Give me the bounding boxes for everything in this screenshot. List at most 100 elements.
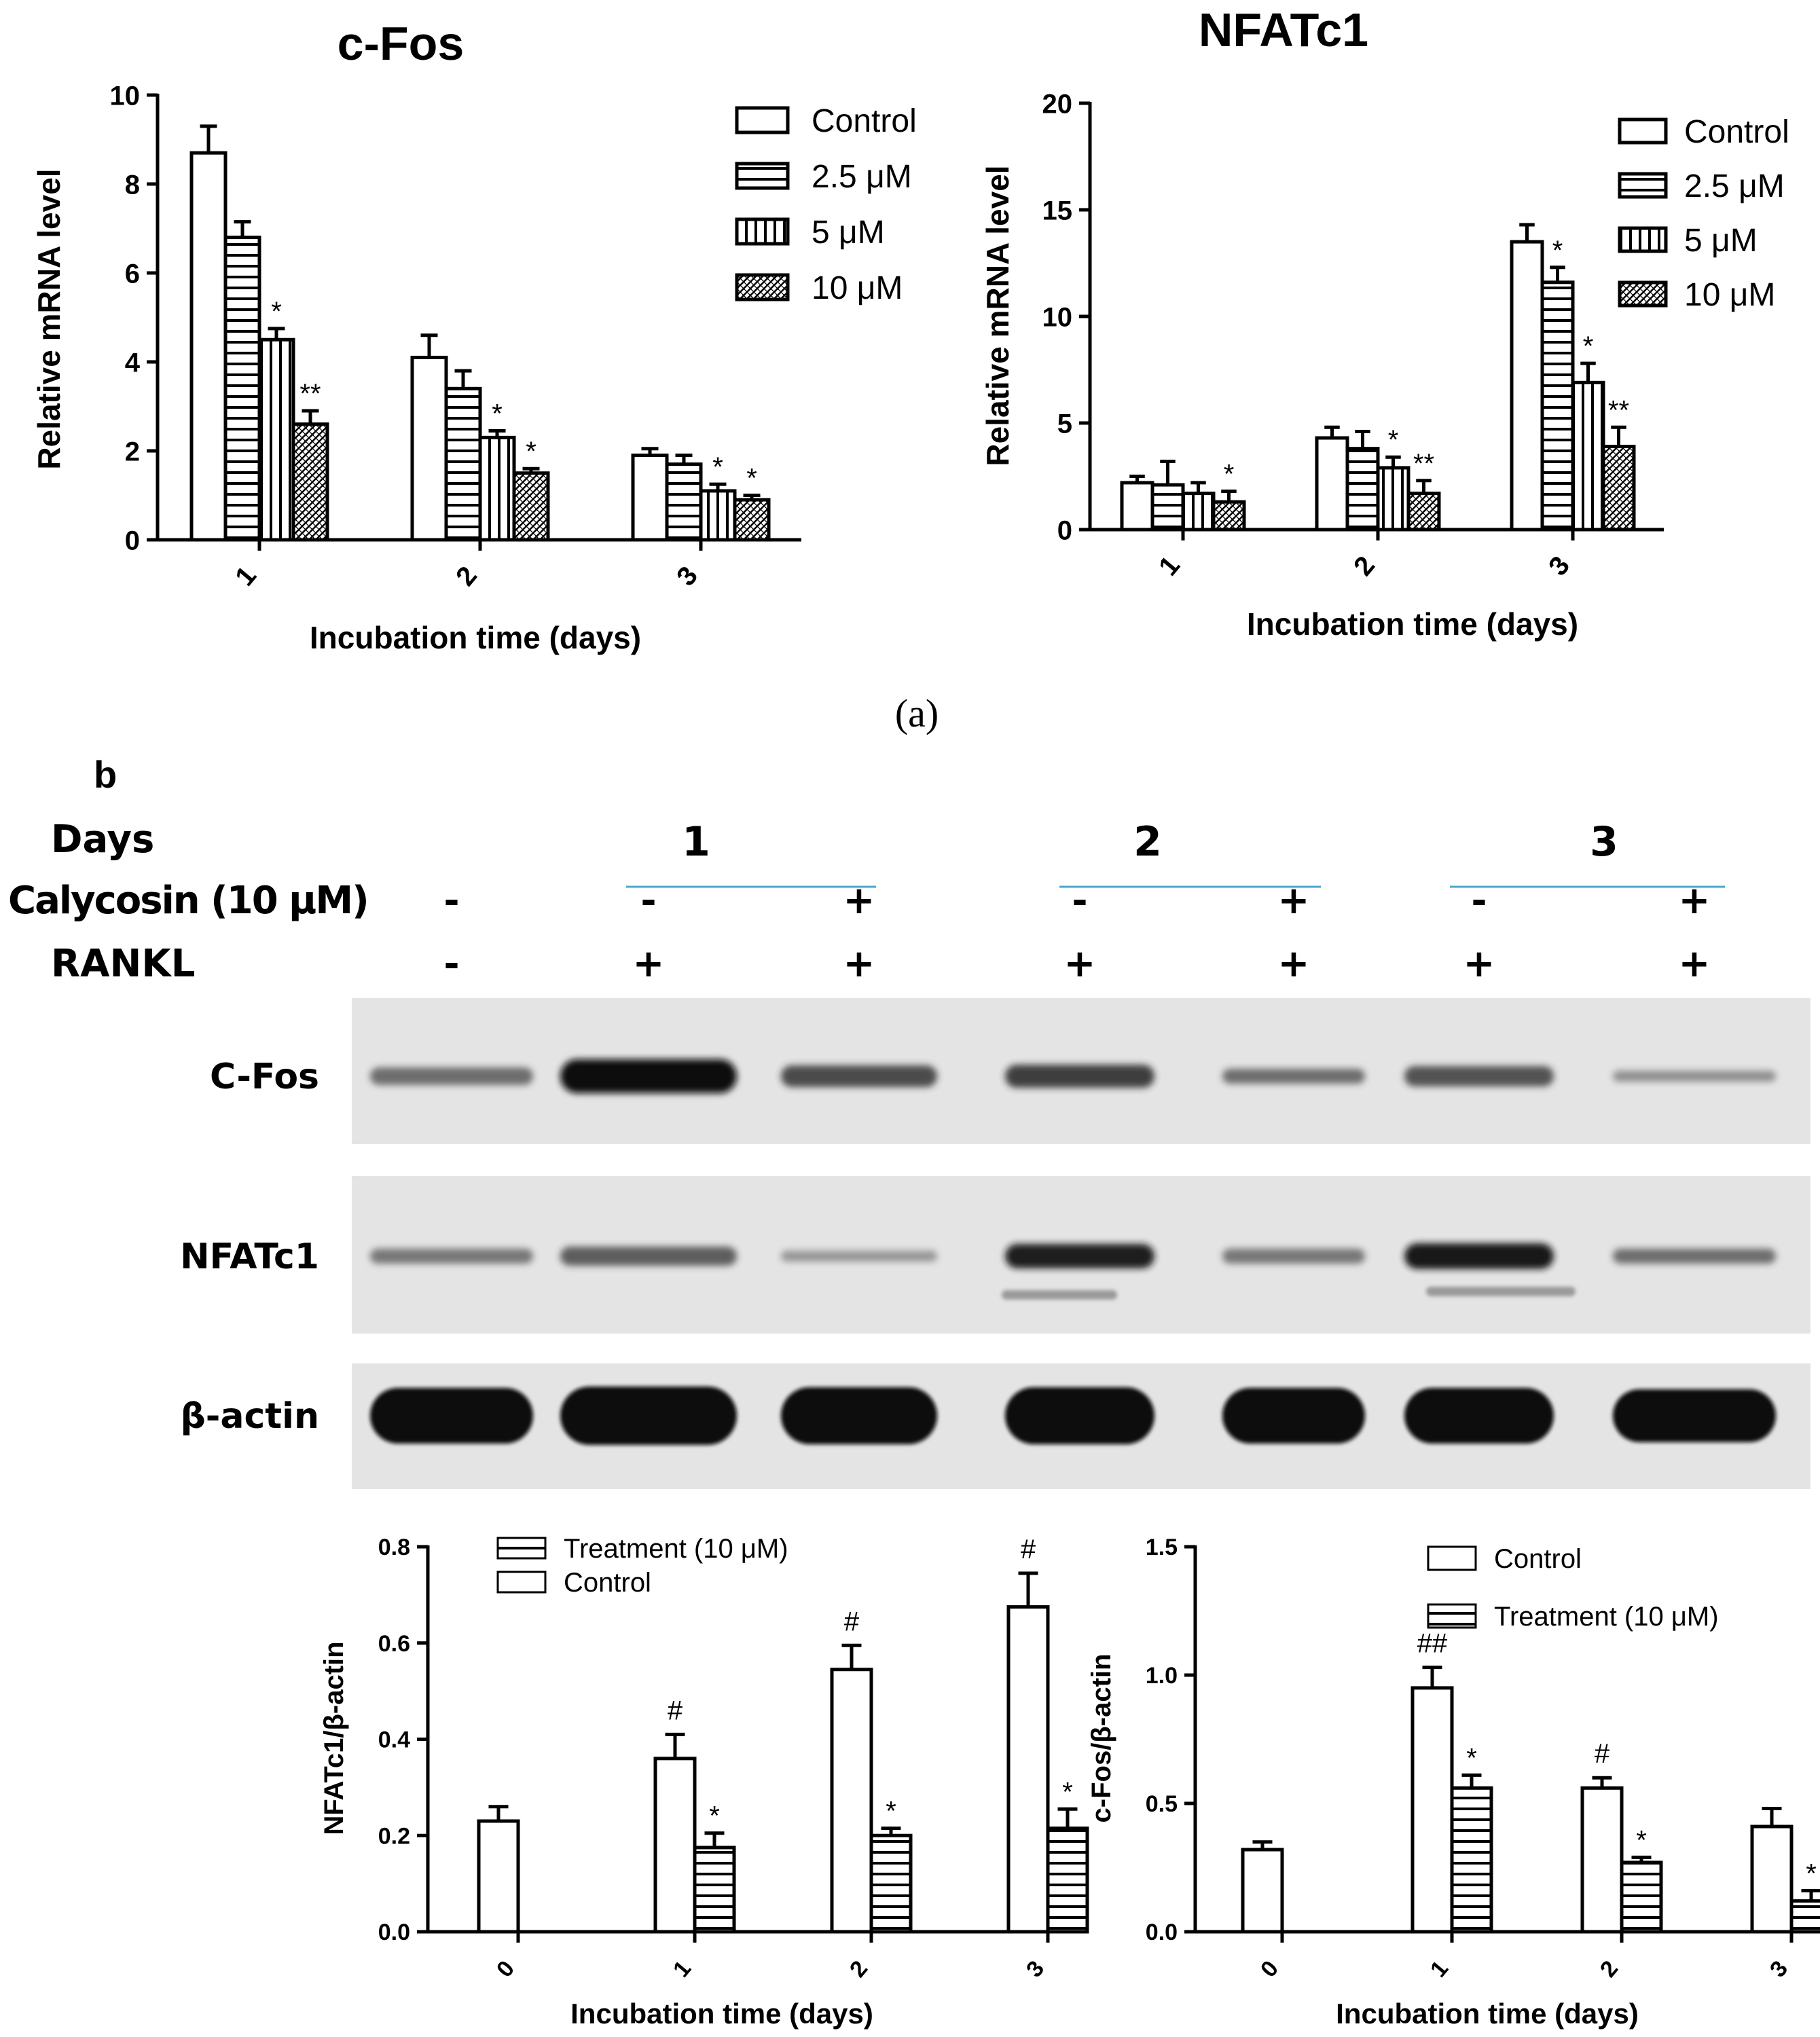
significance-mark: *: [709, 1801, 720, 1831]
legend-swatch: [735, 106, 790, 134]
bar: [189, 151, 228, 542]
significance-mark: *: [1224, 459, 1235, 489]
y-tick-label: 0.6: [378, 1631, 410, 1657]
calycosin-sign: +: [843, 879, 875, 923]
y-tick-label: 5: [1057, 409, 1072, 439]
legend-swatch: [735, 217, 790, 246]
blot-band: [370, 1388, 533, 1444]
bar: [1120, 481, 1154, 532]
x-tick-label: 2: [1595, 1956, 1623, 1982]
x-tick-label: 3: [1765, 1956, 1793, 1982]
legend-label: 10 μM: [1684, 277, 1775, 313]
y-tick-label: 0.4: [378, 1727, 410, 1753]
bar: [1580, 1786, 1624, 1934]
legend-label: Control: [1494, 1544, 1582, 1574]
y-tick-label: 1.5: [1146, 1535, 1178, 1560]
western-blot-header: Days Calycosin (10 μM) RANKL 1 2 3 - - + - + - + -…: [8, 818, 1725, 986]
legend-swatch: [1427, 1545, 1477, 1571]
rankl-sign: -: [443, 942, 459, 986]
bar: [1212, 500, 1246, 532]
chart-title: NFATc1: [1199, 3, 1368, 56]
significance-mark: #: [668, 1695, 683, 1725]
blot-band: [560, 1387, 737, 1445]
legend-swatch: [1618, 226, 1668, 253]
days-header-label: Days: [51, 818, 154, 862]
chart-title: c-Fos: [338, 17, 465, 70]
bar: [512, 471, 550, 542]
blot-band: [1005, 1387, 1154, 1444]
rankl-header-label: RANKL: [51, 942, 195, 986]
legend-swatch: [735, 273, 790, 301]
calycosin-sign: +: [1679, 879, 1711, 923]
blot-row-label: β-actin: [181, 1396, 319, 1437]
legend-label: Treatment (10 μM): [564, 1534, 788, 1564]
y-axis-label: Relative mRNA level: [31, 168, 67, 469]
y-tick-label: 2: [125, 437, 140, 466]
rankl-sign: +: [1278, 942, 1310, 986]
western-blot-row-labels: C-Fos NFATc1 β-actin: [180, 1057, 319, 1437]
y-tick-label: 0: [125, 526, 140, 555]
significance-mark: *: [1388, 425, 1399, 455]
calycosin-sign: +: [1278, 879, 1310, 923]
legend-label: 2.5 μM: [1684, 168, 1785, 204]
y-tick-label: 1.0: [1146, 1663, 1178, 1689]
legend-swatch: [496, 1571, 547, 1594]
day-group-label: 3: [1590, 818, 1618, 866]
bar: [1241, 1848, 1284, 1934]
bar: [257, 337, 295, 542]
blot-band: [781, 1251, 937, 1262]
bar: [1450, 1786, 1493, 1934]
y-tick-label: 15: [1042, 196, 1073, 225]
bar: [1150, 483, 1185, 532]
blot-band: [1005, 1244, 1154, 1268]
calycosin-sign: -: [1471, 879, 1487, 923]
x-axis-label: Incubation time (days): [310, 620, 641, 655]
blot-band: [370, 1067, 533, 1085]
y-tick-label: 10: [110, 81, 141, 111]
blot-band: [1222, 1249, 1365, 1264]
blot-band: [1613, 1249, 1776, 1264]
legend-swatch: [1427, 1603, 1477, 1629]
y-tick-label: 0.0: [1146, 1920, 1178, 1945]
significance-mark: *: [492, 399, 503, 429]
x-tick-label: 3: [1543, 551, 1576, 581]
legend-swatch: [496, 1537, 547, 1560]
x-tick-label: 3: [671, 561, 704, 591]
y-tick-label: 20: [1042, 89, 1073, 119]
x-tick-label: 2: [845, 1956, 873, 1982]
x-tick-label: 0: [1256, 1956, 1284, 1982]
blot-band: [560, 1247, 737, 1266]
rankl-sign: +: [1064, 942, 1096, 986]
x-tick-label: 2: [1348, 551, 1381, 581]
bar: [444, 386, 482, 542]
rankl-sign: +: [1463, 942, 1495, 986]
significance-mark: **: [1413, 449, 1434, 479]
x-tick-label: 1: [668, 1956, 696, 1982]
legend-swatch: [1618, 172, 1668, 199]
blot-row-label: NFATc1: [180, 1236, 319, 1277]
bar: [477, 1819, 520, 1934]
significance-mark: *: [1466, 1743, 1477, 1773]
bar: [693, 1846, 736, 1934]
bar: [1601, 445, 1636, 532]
y-tick-label: 0.8: [378, 1535, 410, 1560]
legend-label: Treatment (10 μM): [1494, 1602, 1719, 1632]
significance-mark: **: [299, 379, 321, 409]
y-tick-label: 0.5: [1146, 1791, 1178, 1817]
legend-label: 5 μM: [1684, 223, 1758, 259]
bar: [1510, 240, 1544, 532]
bar: [631, 454, 669, 542]
bar: [1406, 492, 1441, 532]
legend-label: 10 μM: [812, 270, 903, 306]
bar: [1046, 1827, 1089, 1934]
bar: [1571, 380, 1605, 532]
significance-mark: #: [844, 1607, 860, 1636]
x-tick-label: 1: [1425, 1956, 1453, 1982]
blot-band: [1222, 1069, 1365, 1084]
rankl-sign: +: [1679, 942, 1711, 986]
panel-a-label: (a): [895, 691, 939, 735]
calycosin-header-label: Calycosin (10 μM): [8, 879, 368, 923]
western-blot-membranes: [352, 998, 1810, 1489]
